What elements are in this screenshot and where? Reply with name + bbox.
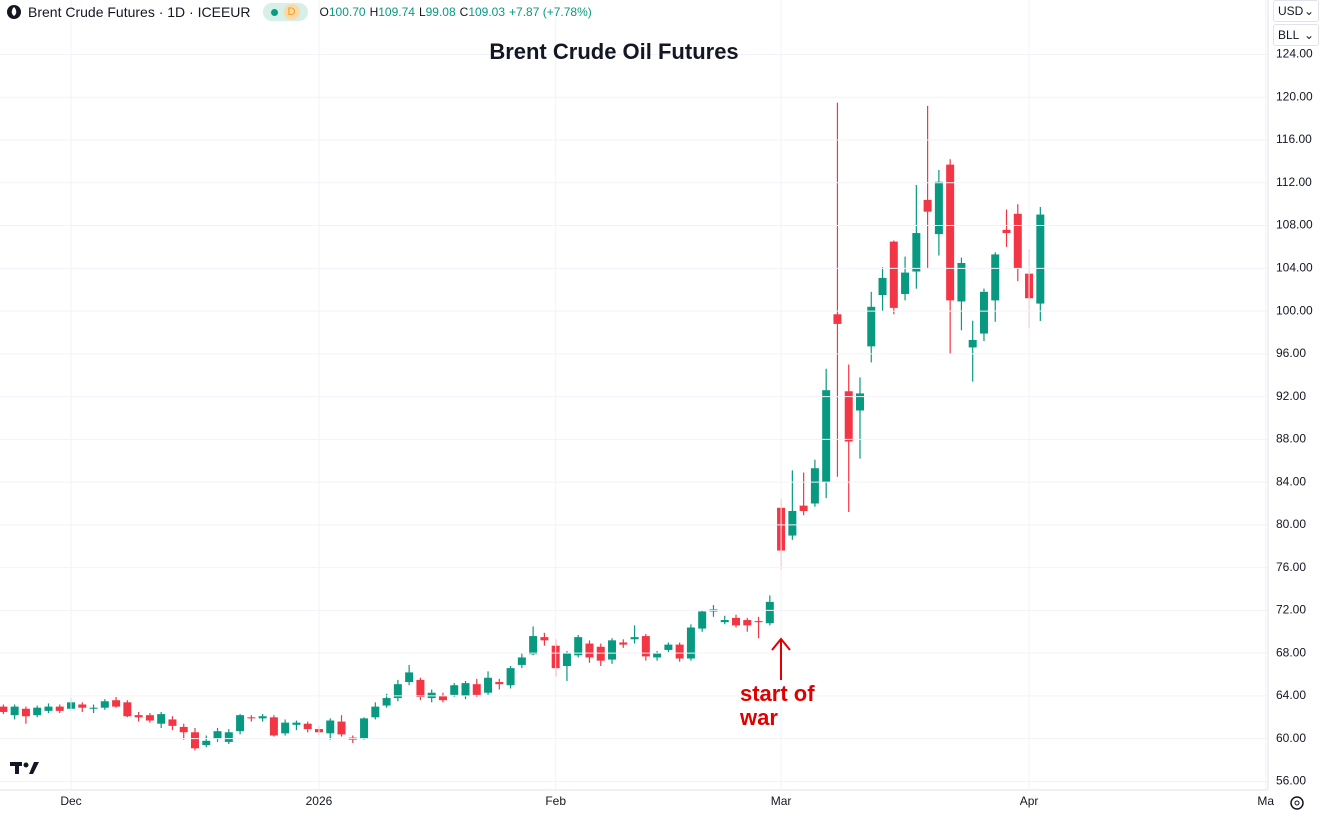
- x-tick-label: Mar: [771, 794, 792, 808]
- x-tick-label: 2026: [306, 794, 333, 808]
- y-tick-label: 100.00: [1276, 303, 1313, 317]
- y-tick-label: 84.00: [1276, 474, 1306, 488]
- y-tick-label: 88.00: [1276, 432, 1306, 446]
- change: +7.87 (+7.78%): [509, 5, 592, 19]
- x-tick-label: Feb: [545, 794, 566, 808]
- ohlc: O100.70 H109.74 L99.08 C109.03: [320, 5, 506, 19]
- chart-title: Brent Crude Oil Futures: [489, 39, 738, 64]
- ohlc-item: H109.74: [370, 5, 415, 19]
- badge: D: [283, 4, 300, 20]
- y-tick-label: 80.00: [1276, 517, 1306, 531]
- settings-icon[interactable]: [1290, 796, 1304, 810]
- y-tick-label: 68.00: [1276, 645, 1306, 659]
- x-tick-label: Apr: [1020, 794, 1039, 808]
- status-pill[interactable]: D: [262, 3, 308, 21]
- symbol[interactable]: Brent Crude Futures · 1D · ICEEUR: [28, 4, 251, 20]
- currency-select[interactable]: USD ⌄: [1273, 0, 1319, 22]
- ohlc-label: H: [369, 5, 379, 19]
- y-tick-label: 120.00: [1276, 89, 1313, 103]
- x-tick-label: Dec: [60, 794, 81, 808]
- annotation-arrowhead: [771, 637, 791, 651]
- x-tick-label: Ma: [1257, 794, 1274, 808]
- y-tick-label: 72.00: [1276, 603, 1306, 617]
- ohlc-label: C: [459, 5, 469, 19]
- ohlc-item: C109.03: [460, 5, 505, 19]
- ohlc-label: O: [319, 5, 329, 19]
- ohlc-value: 109.03: [468, 5, 506, 19]
- y-tick-label: 64.00: [1276, 688, 1306, 702]
- unit: BLL: [1278, 28, 1300, 42]
- currency: USD: [1278, 4, 1304, 18]
- y-tick-label: 108.00: [1276, 218, 1313, 232]
- y-tick-label: 96.00: [1276, 346, 1306, 360]
- y-tick-label: 124.00: [1276, 47, 1313, 61]
- y-tick-label: 104.00: [1276, 260, 1313, 274]
- ohlc-value: 99.08: [425, 5, 456, 19]
- y-tick-label: 112.00: [1276, 175, 1312, 189]
- ohlc-value: 100.70: [328, 5, 366, 19]
- ohlc-label: L: [418, 5, 426, 19]
- y-tick-label: 92.00: [1276, 389, 1306, 403]
- tv-logo: [10, 762, 39, 774]
- ohlc-item: O100.70: [320, 5, 366, 19]
- ohlc-value: 109.74: [378, 5, 415, 19]
- y-tick-label: 116.00: [1276, 132, 1312, 146]
- symbol-icon-drop: [11, 7, 17, 16]
- y-tick-label: 76.00: [1276, 560, 1306, 574]
- unit-select[interactable]: BLL ⌄: [1273, 24, 1319, 46]
- annotation: start of war: [740, 681, 815, 730]
- y-tick-label: 60.00: [1276, 731, 1306, 745]
- y-tick-label: 56.00: [1276, 774, 1306, 788]
- legend-header: Brent Crude Futures · 1D · ICEEUR D O100…: [6, 2, 592, 22]
- ohlc-item: L99.08: [419, 5, 456, 19]
